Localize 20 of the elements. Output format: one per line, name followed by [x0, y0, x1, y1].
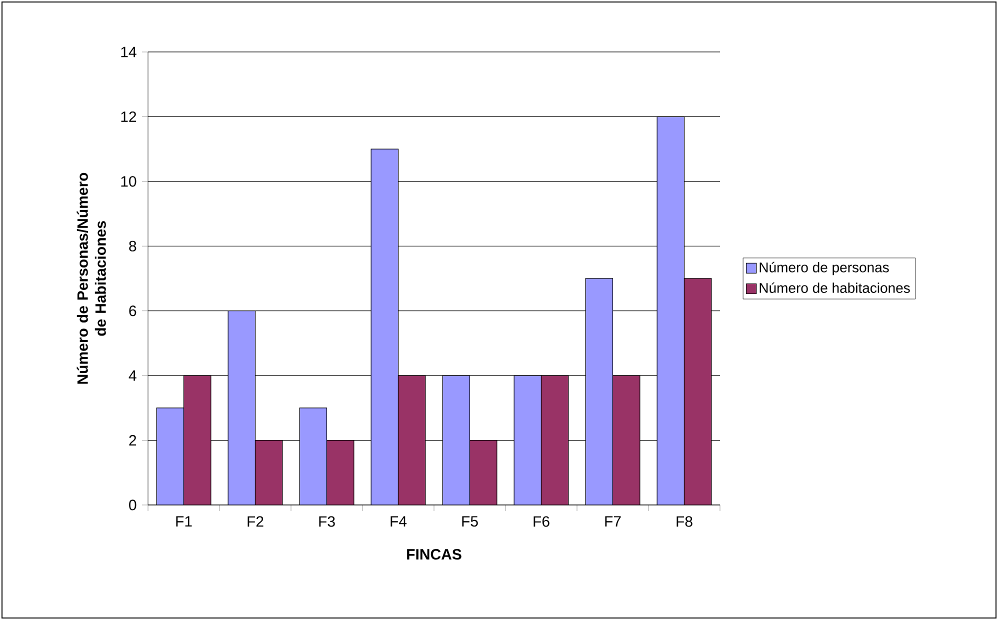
- x-tick-label: F2: [248, 516, 264, 527]
- x-axis-title: FINCAS: [407, 549, 462, 560]
- y-tick-label: 0: [129, 500, 136, 510]
- y-tick-label: 10: [121, 176, 136, 187]
- x-tick-label: F4: [390, 516, 407, 526]
- legend-label: Número de personas: [760, 262, 889, 276]
- x-tick-label: F3: [319, 516, 335, 527]
- x-tick-label: F8: [676, 516, 692, 527]
- x-tick-label: F7: [605, 516, 621, 526]
- y-tick-label: 2: [129, 435, 136, 446]
- y-axis-title: Número de Personas/Número de Habitaciones: [76, 172, 106, 384]
- x-tick-label: F5: [462, 516, 478, 527]
- y-tick-label: 8: [129, 240, 136, 252]
- legend-label: Número de habitaciones: [760, 282, 910, 293]
- y-tick-label: 12: [121, 111, 136, 122]
- y-tick-label: 6: [129, 306, 136, 316]
- x-tick-label: F1: [176, 516, 192, 526]
- x-tick-label: F6: [534, 516, 550, 527]
- y-tick-label: 4: [128, 370, 136, 381]
- y-tick-label: 14: [121, 46, 136, 58]
